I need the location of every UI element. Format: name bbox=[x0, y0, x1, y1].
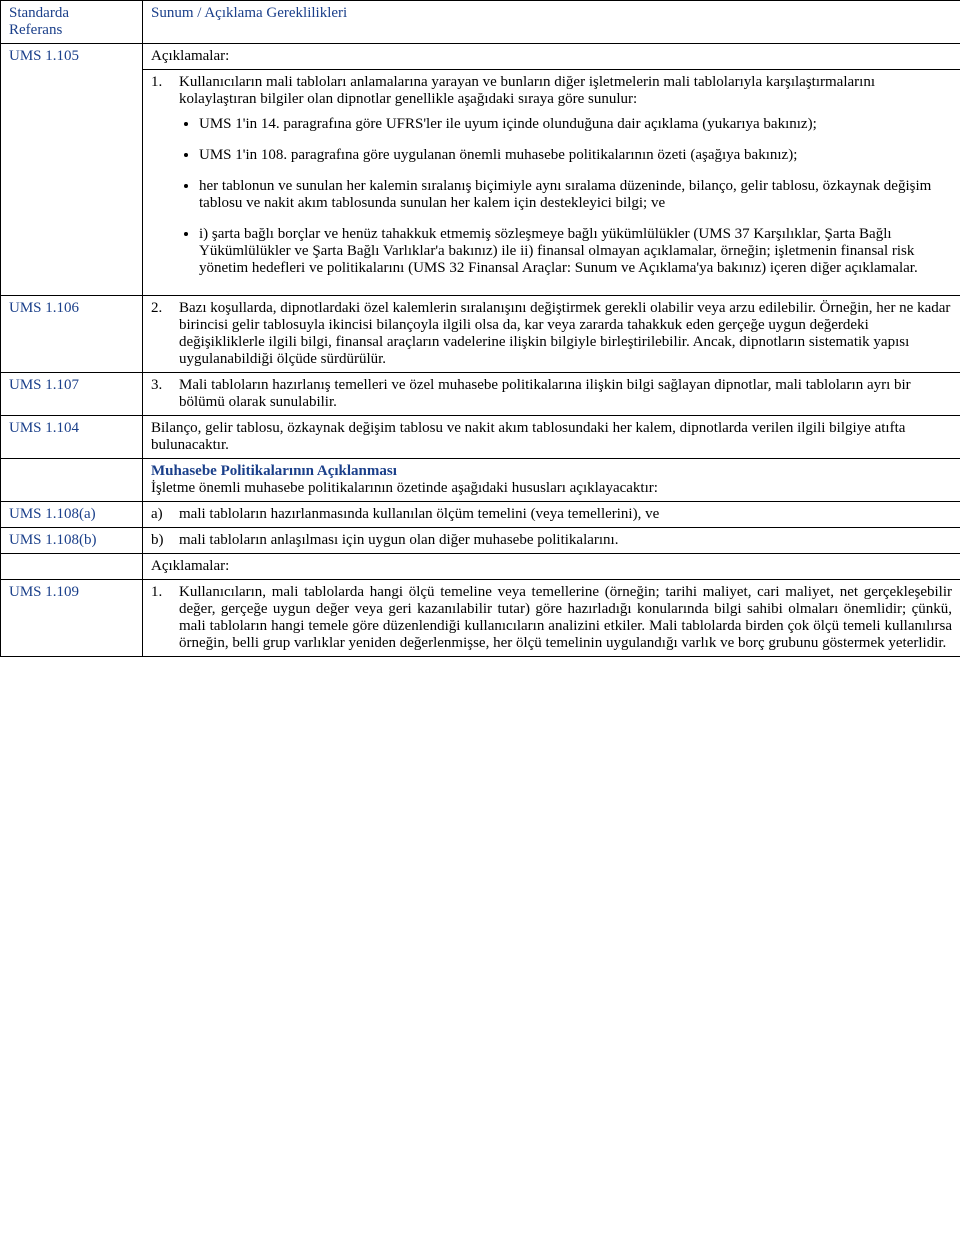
header-content-cell: Sunum / Açıklama Gereklilikleri bbox=[143, 1, 960, 44]
numbered-item: 2. Bazı koşullarda, dipnotlardaki özel k… bbox=[151, 300, 952, 368]
table-row: Muhasebe Politikalarının Açıklanması İşl… bbox=[1, 459, 960, 502]
ref-cell: UMS 1.109 bbox=[1, 580, 143, 657]
standards-table: Standarda Referans Sunum / Açıklama Gere… bbox=[0, 0, 960, 657]
content-cell: a) mali tabloların hazırlanmasında kulla… bbox=[143, 502, 960, 528]
item-text: Bazı koşullarda, dipnotlardaki özel kale… bbox=[179, 300, 952, 368]
aciklamalar-label: Açıklamalar: bbox=[151, 48, 229, 64]
table-row: UMS 1.108(b) b) mali tabloların anlaşılm… bbox=[1, 528, 960, 554]
item-text: mali tabloların anlaşılması için uygun o… bbox=[179, 532, 952, 549]
item-text: Bilanço, gelir tablosu, özkaynak değişim… bbox=[151, 420, 905, 453]
lettered-item: a) mali tabloların hazırlanmasında kulla… bbox=[151, 506, 952, 523]
table-row: UMS 1.105 Açıklamalar: bbox=[1, 44, 960, 70]
content-cell: 1. Kullanıcıların mali tabloları anlamal… bbox=[143, 70, 960, 296]
table-row: UMS 1.107 3. Mali tabloların hazırlanış … bbox=[1, 373, 960, 416]
content-cell: 2. Bazı koşullarda, dipnotlardaki özel k… bbox=[143, 296, 960, 373]
item-number: 2. bbox=[151, 300, 179, 368]
lettered-item: b) mali tabloların anlaşılması için uygu… bbox=[151, 532, 952, 549]
numbered-item: 3. Mali tabloların hazırlanış temelleri … bbox=[151, 377, 952, 411]
table-header-row: Standarda Referans Sunum / Açıklama Gere… bbox=[1, 1, 960, 44]
bullet-item: UMS 1'in 14. paragrafına göre UFRS'ler i… bbox=[199, 116, 952, 133]
ref-text: UMS 1.104 bbox=[9, 420, 79, 436]
ref-text: UMS 1.106 bbox=[9, 300, 79, 316]
ref-cell: UMS 1.107 bbox=[1, 373, 143, 416]
content-cell: 1. Kullanıcıların, mali tablolarda hangi… bbox=[143, 580, 960, 657]
ref-cell: UMS 1.108(b) bbox=[1, 528, 143, 554]
item-text: Kullanıcıların, mali tablolarda hangi öl… bbox=[179, 584, 952, 652]
ref-cell: UMS 1.108(a) bbox=[1, 502, 143, 528]
bullet-item: her tablonun ve sunulan her kalemin sıra… bbox=[199, 178, 952, 212]
numbered-item: 1. Kullanıcıların, mali tablolarda hangi… bbox=[151, 584, 952, 652]
ref-cell: UMS 1.104 bbox=[1, 416, 143, 459]
content-cell: Bilanço, gelir tablosu, özkaynak değişim… bbox=[143, 416, 960, 459]
ref-cell: UMS 1.105 bbox=[1, 44, 143, 296]
header-ref-line1: Standarda bbox=[9, 5, 69, 21]
item-letter: a) bbox=[151, 506, 179, 523]
item-letter: b) bbox=[151, 532, 179, 549]
aciklamalar-label: Açıklamalar: bbox=[151, 558, 229, 574]
item-text: Kullanıcıların mali tabloları anlamaları… bbox=[179, 74, 952, 108]
header-ref-cell: Standarda Referans bbox=[1, 1, 143, 44]
item-text: Mali tabloların hazırlanış temelleri ve … bbox=[179, 377, 952, 411]
bullet-item: i) şarta bağlı borçlar ve henüz tahakkuk… bbox=[199, 226, 952, 277]
header-ref-line2: Referans bbox=[9, 22, 62, 38]
ref-cell: UMS 1.106 bbox=[1, 296, 143, 373]
content-cell: Muhasebe Politikalarının Açıklanması İşl… bbox=[143, 459, 960, 502]
ref-text: UMS 1.108(a) bbox=[9, 506, 96, 522]
table-row: UMS 1.104 Bilanço, gelir tablosu, özkayn… bbox=[1, 416, 960, 459]
ref-text: UMS 1.105 bbox=[9, 48, 79, 64]
content-cell: 3. Mali tabloların hazırlanış temelleri … bbox=[143, 373, 960, 416]
content-cell: Açıklamalar: bbox=[143, 44, 960, 70]
content-cell: b) mali tabloların anlaşılması için uygu… bbox=[143, 528, 960, 554]
item-number: 1. bbox=[151, 74, 179, 108]
table-row: 1. Kullanıcıların mali tabloları anlamal… bbox=[1, 70, 960, 296]
item-number: 3. bbox=[151, 377, 179, 411]
numbered-item: 1. Kullanıcıların mali tabloları anlamal… bbox=[151, 74, 952, 108]
header-content-text: Sunum / Açıklama Gereklilikleri bbox=[151, 5, 347, 21]
item-number: 1. bbox=[151, 584, 179, 652]
ref-text: UMS 1.109 bbox=[9, 584, 79, 600]
ref-cell bbox=[1, 459, 143, 502]
table-row: Açıklamalar: bbox=[1, 554, 960, 580]
content-cell: Açıklamalar: bbox=[143, 554, 960, 580]
ref-cell bbox=[1, 554, 143, 580]
table-row: UMS 1.108(a) a) mali tabloların hazırlan… bbox=[1, 502, 960, 528]
table-row: UMS 1.106 2. Bazı koşullarda, dipnotlard… bbox=[1, 296, 960, 373]
item-text: mali tabloların hazırlanmasında kullanıl… bbox=[179, 506, 952, 523]
section-intro: İşletme önemli muhasebe politikalarının … bbox=[151, 480, 952, 497]
table-row: UMS 1.109 1. Kullanıcıların, mali tablol… bbox=[1, 580, 960, 657]
bullet-item: UMS 1'in 108. paragrafına göre uygulanan… bbox=[199, 147, 952, 164]
ref-text: UMS 1.108(b) bbox=[9, 532, 97, 548]
section-title: Muhasebe Politikalarının Açıklanması bbox=[151, 463, 952, 480]
bullet-list: UMS 1'in 14. paragrafına göre UFRS'ler i… bbox=[151, 116, 952, 277]
ref-text: UMS 1.107 bbox=[9, 377, 79, 393]
